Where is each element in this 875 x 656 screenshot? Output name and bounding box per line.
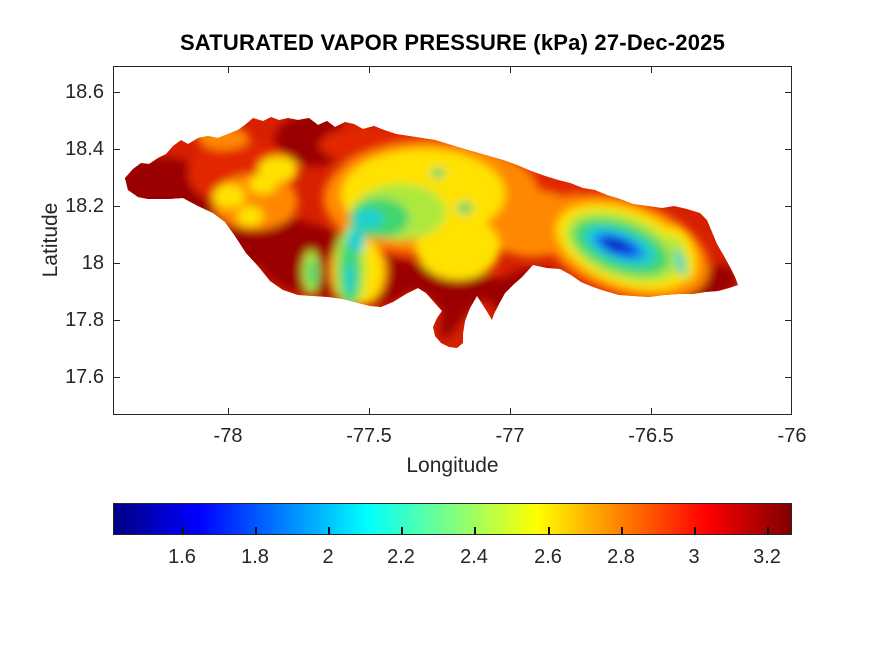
- y-tick-label: 17.8: [65, 309, 104, 331]
- colorbar-tick: [255, 527, 257, 534]
- colorbar-tick: [182, 527, 184, 534]
- axes-box: [113, 66, 792, 415]
- colorbar-tick-label: 3.2: [753, 546, 781, 568]
- plot-area: [113, 66, 792, 415]
- colorbar-gradient: [114, 504, 791, 534]
- colorbar-tick-label: 2.6: [534, 546, 562, 568]
- colorbar-tick: [328, 527, 330, 534]
- x-tick-label: -76.5: [628, 425, 674, 447]
- colorbar-tick-label: 2.2: [387, 546, 415, 568]
- y-tick-marks-right: [785, 92, 792, 378]
- x-axis-label: Longitude: [406, 454, 499, 477]
- x-tick-label: -76: [777, 425, 807, 447]
- colorbar-tick: [767, 527, 769, 534]
- y-tick-label: 18.2: [65, 195, 104, 217]
- colorbar-tick-label: 2: [322, 546, 334, 568]
- island-heat-field: [125, 117, 738, 348]
- plot-title: SATURATED VAPOR PRESSURE (kPa) 27-Dec-20…: [179, 30, 726, 55]
- colorbar-tick: [548, 527, 550, 534]
- y-tick-label: 17.6: [65, 366, 104, 388]
- colorbar-tick: [474, 527, 476, 534]
- x-tick-label: -77.5: [346, 425, 392, 447]
- y-tick-label: 18.6: [65, 81, 104, 103]
- heat-layer-blue-core: [592, 231, 646, 261]
- colorbar-tick-label: 2.4: [460, 546, 488, 568]
- colorbar-tick-label: 3: [688, 546, 700, 568]
- x-tick-marks-top: [228, 66, 792, 73]
- colorbar: [113, 503, 792, 535]
- colorbar-tick: [621, 527, 623, 534]
- x-tick-label: -77: [495, 425, 525, 447]
- colorbar-tick-label: 1.6: [168, 546, 196, 568]
- colorbar-tick-label: 2.8: [607, 546, 635, 568]
- x-tick-marks: [228, 408, 792, 415]
- y-axis-label: Latitude: [39, 202, 62, 278]
- jamaica-heatmap-svg: [113, 66, 792, 415]
- y-tick-marks: [113, 92, 120, 378]
- x-tick-label: -78: [213, 425, 243, 447]
- colorbar-tick: [401, 527, 403, 534]
- y-tick-label: 18.4: [65, 138, 104, 160]
- y-tick-label: 18: [81, 252, 104, 274]
- colorbar-tick: [694, 527, 696, 534]
- colorbar-tick-label: 1.8: [241, 546, 269, 568]
